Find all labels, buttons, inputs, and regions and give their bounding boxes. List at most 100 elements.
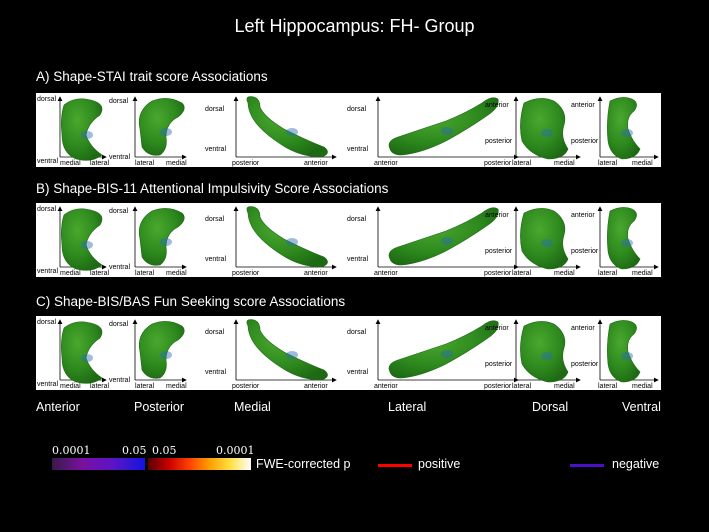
axis-label-x-left: lateral [598, 383, 618, 390]
view-label-anterior: Anterior [36, 400, 80, 414]
axis-label-x-left: lateral [512, 160, 532, 167]
panel-a: dorsal ventral medial lateral dorsal ventral l… [36, 93, 661, 167]
axis-label-bottom: posterior [571, 361, 599, 368]
hippocampus-surface [388, 320, 499, 379]
axis-label-bottom: posterior [571, 138, 599, 145]
view-label-medial: Medial [234, 400, 271, 414]
axis-label-x-left: lateral [512, 383, 532, 390]
axis-label-x-left: lateral [135, 383, 155, 390]
axis-label-x-left: lateral [135, 270, 155, 277]
hippocampus-surface [61, 321, 103, 384]
hippocampus-surface [138, 321, 185, 379]
figure-title: Left Hippocampus: FH- Group [234, 16, 475, 36]
axis-label-bottom: posterior [485, 248, 513, 255]
hippocampus-surface [61, 98, 103, 161]
axis-label-x-left: medial [60, 383, 81, 390]
axis-label-bottom: ventral [347, 369, 368, 376]
axis-label-top: dorsal [347, 106, 367, 113]
axis-label-x-right: posterior [484, 160, 512, 167]
axis-label-x-right: anterior [304, 160, 328, 167]
colorbar-neg-max: 0.05 [122, 444, 147, 457]
negative-legend-line [570, 464, 604, 467]
axis-label-x-right: anterior [304, 383, 328, 390]
axis-label-x-right: posterior [484, 383, 512, 390]
view-anterior: dorsal ventral medial lateral [37, 206, 110, 277]
axis-label-bottom: ventral [109, 154, 130, 161]
colorbar-pos-min: 0.05 [152, 444, 177, 457]
axis-label-x-right: anterior [304, 270, 328, 277]
axis-label-x-right: posterior [484, 270, 512, 277]
axis-label-x-right: medial [632, 383, 653, 390]
view-posterior: dorsal ventral lateral medial [109, 96, 187, 167]
view-lateral: dorsal ventral anterior posterior [347, 206, 519, 277]
negative-patch [81, 131, 93, 139]
axis-label-x-right: medial [166, 160, 187, 167]
hippocampus-surface [138, 98, 185, 156]
hippocampus-surface [607, 207, 641, 270]
axis-label-x-right: medial [632, 270, 653, 277]
negative-patch [621, 129, 633, 137]
hippocampus-surface [520, 208, 569, 270]
negative-patch [541, 352, 553, 360]
hippocampus-surface [246, 206, 328, 268]
view-posterior: dorsal ventral lateral medial [109, 206, 187, 277]
negative-patch [286, 351, 298, 359]
axis-label-bottom: ventral [347, 256, 368, 263]
view-anterior: dorsal ventral medial lateral [37, 96, 110, 167]
hippocampus-surface [607, 97, 641, 160]
axis-label-top: anterior [571, 325, 595, 332]
hippocampus-surface [388, 207, 499, 266]
positive-legend-line [378, 464, 412, 467]
axis-label-top: dorsal [37, 319, 57, 326]
negative-patch [160, 351, 172, 359]
axis-label-top: dorsal [205, 106, 225, 113]
view-medial: dorsal ventral posterior anterior [205, 96, 337, 167]
view-lateral: dorsal ventral anterior posterior [347, 319, 519, 390]
axis-label-x-left: anterior [374, 383, 398, 390]
axis-label-top: dorsal [205, 216, 225, 223]
hippocampus-surface [607, 320, 641, 383]
negative-patch [441, 350, 453, 358]
axis-label-top: dorsal [109, 208, 129, 215]
view-medial: dorsal ventral posterior anterior [205, 206, 337, 277]
axis-label-top: anterior [485, 325, 509, 332]
negative-patch [286, 238, 298, 246]
axis-label-top: anterior [485, 102, 509, 109]
hippocampus-surface [520, 321, 569, 383]
axis-label-bottom: ventral [205, 146, 226, 153]
view-anterior: dorsal ventral medial lateral [37, 319, 110, 390]
colorbar-label: FWE-corrected p [256, 457, 351, 471]
view-label-dorsal: Dorsal [532, 400, 569, 414]
panel-b: dorsal ventral medial lateral dorsal ventral l… [36, 203, 661, 277]
negative-patch [621, 352, 633, 360]
hippocampus-surface [520, 98, 569, 160]
colorbar-positive [148, 458, 251, 470]
axis-label-x-left: anterior [374, 160, 398, 167]
view-ventral: anterior posterior lateral medial [571, 319, 659, 390]
negative-patch [160, 128, 172, 136]
axis-label-top: dorsal [109, 98, 129, 105]
view-label-posterior: Posterior [134, 400, 185, 414]
hippocampus-surface [138, 208, 185, 266]
axis-label-x-left: lateral [512, 270, 532, 277]
hippocampus-surface [246, 319, 328, 381]
axis-label-bottom: posterior [485, 361, 513, 368]
colorbar-pos-max: 0.0001 [216, 444, 255, 457]
axis-label-top: dorsal [37, 206, 57, 213]
view-label-ventral: Ventral [622, 400, 661, 414]
view-posterior: dorsal ventral lateral medial [109, 319, 187, 390]
axis-label-bottom: ventral [37, 158, 58, 165]
negative-patch [541, 239, 553, 247]
hippocampus-surface [388, 97, 499, 156]
axis-label-x-right: lateral [90, 160, 110, 167]
axis-label-bottom: ventral [37, 381, 58, 388]
negative-patch [621, 239, 633, 247]
view-medial: dorsal ventral posterior anterior [205, 319, 337, 390]
axis-label-x-left: medial [60, 160, 81, 167]
section-a-title: A) Shape-STAI trait score Associations [36, 69, 268, 84]
axis-label-x-left: posterior [232, 383, 260, 390]
panel-c: dorsal ventral medial lateral dorsal ventral l… [36, 316, 661, 390]
axis-label-bottom: posterior [571, 248, 599, 255]
